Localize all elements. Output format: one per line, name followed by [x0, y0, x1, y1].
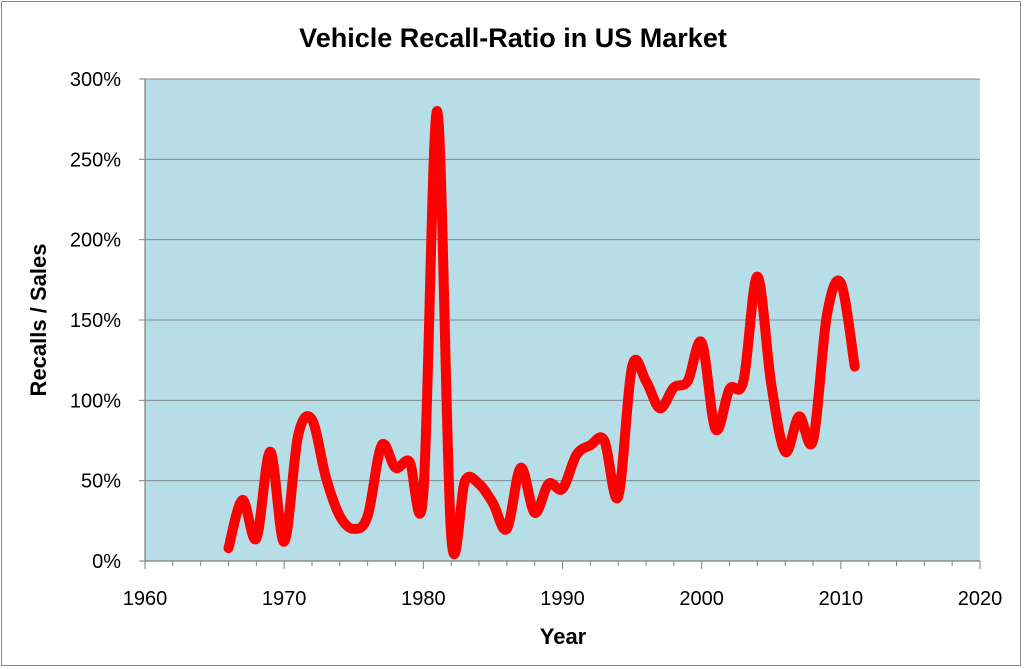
- data-point-2000: [700, 340, 704, 344]
- data-point-2011: [853, 365, 857, 369]
- x-tick-label-0: 1960: [123, 588, 168, 610]
- data-point-1989: [547, 482, 551, 486]
- data-point-1970: [282, 540, 286, 544]
- data-point-2002: [728, 387, 731, 391]
- data-point-1983: [463, 479, 467, 483]
- data-point-2009: [825, 313, 829, 317]
- y-axis-title: Recalls / Sales: [26, 244, 51, 397]
- data-point-1974: [338, 514, 342, 518]
- data-point-1991: [574, 453, 578, 457]
- y-tick-label-3: 150%: [70, 310, 121, 332]
- data-point-1967: [240, 498, 244, 502]
- y-tick-labels: 0% 50% 100% 150% 200% 250% 300%: [70, 69, 121, 573]
- data-point-1998: [672, 385, 676, 389]
- x-axis-title: Year: [540, 624, 587, 649]
- data-point-1976: [366, 514, 370, 518]
- data-point-1984: [477, 482, 481, 486]
- data-point-2010: [839, 281, 843, 285]
- data-point-2006: [783, 450, 787, 454]
- data-point-1977: [380, 443, 384, 447]
- data-point-2003: [741, 379, 745, 383]
- gridlines: [145, 78, 980, 482]
- data-point-1971: [296, 434, 300, 438]
- series-group: [223, 106, 860, 560]
- data-point-1978: [394, 466, 397, 470]
- y-tick-label-2: 100%: [70, 390, 121, 412]
- data-point-2005: [769, 382, 773, 386]
- y-tick-label-4: 200%: [70, 230, 121, 252]
- data-point-1975: [352, 527, 356, 531]
- data-point-1987: [519, 466, 523, 470]
- data-point-1986: [505, 527, 509, 531]
- data-point-1982: [449, 533, 453, 537]
- x-tick-label-2: 1980: [401, 588, 446, 610]
- data-point-2001: [714, 427, 718, 431]
- data-point-1972: [310, 418, 314, 422]
- axes: [139, 78, 981, 569]
- data-point-1985: [491, 501, 495, 505]
- series-line-0: [223, 106, 860, 560]
- x-tick-label-6: 2020: [958, 588, 1003, 610]
- data-point-1993: [602, 439, 606, 442]
- data-point-1969: [268, 450, 272, 454]
- data-point-1968: [254, 537, 258, 541]
- data-point-1990: [561, 487, 564, 491]
- x-tick-label-5: 2010: [819, 588, 864, 610]
- data-point-1996: [644, 379, 648, 383]
- data-point-1973: [324, 475, 328, 479]
- data-point-1980: [421, 492, 425, 496]
- data-point-1979: [407, 459, 411, 463]
- x-tick-labels: 1960 1970 1980 1990 2000 2010 2020: [123, 588, 1003, 610]
- x-tick-label-3: 1990: [540, 588, 585, 610]
- data-point-1997: [658, 406, 662, 410]
- data-point-1999: [686, 379, 690, 383]
- data-point-1988: [533, 511, 537, 515]
- y-tick-label-5: 250%: [70, 149, 121, 171]
- data-point-1992: [588, 443, 592, 447]
- y-tick-label-0: 0%: [92, 551, 121, 573]
- data-point-2004: [755, 275, 759, 279]
- data-point-2007: [797, 414, 801, 418]
- x-tick-label-4: 2000: [679, 588, 724, 610]
- data-point-1981: [435, 109, 439, 113]
- data-point-1966: [227, 546, 230, 550]
- y-tick-label-6: 300%: [70, 69, 121, 91]
- x-tick-label-1: 1970: [262, 588, 307, 610]
- data-point-1994: [616, 495, 620, 499]
- data-point-2008: [811, 439, 815, 442]
- data-point-1995: [630, 365, 634, 369]
- y-tick-label-1: 50%: [81, 471, 121, 493]
- chart-title: Vehicle Recall-Ratio in US Market: [299, 23, 727, 53]
